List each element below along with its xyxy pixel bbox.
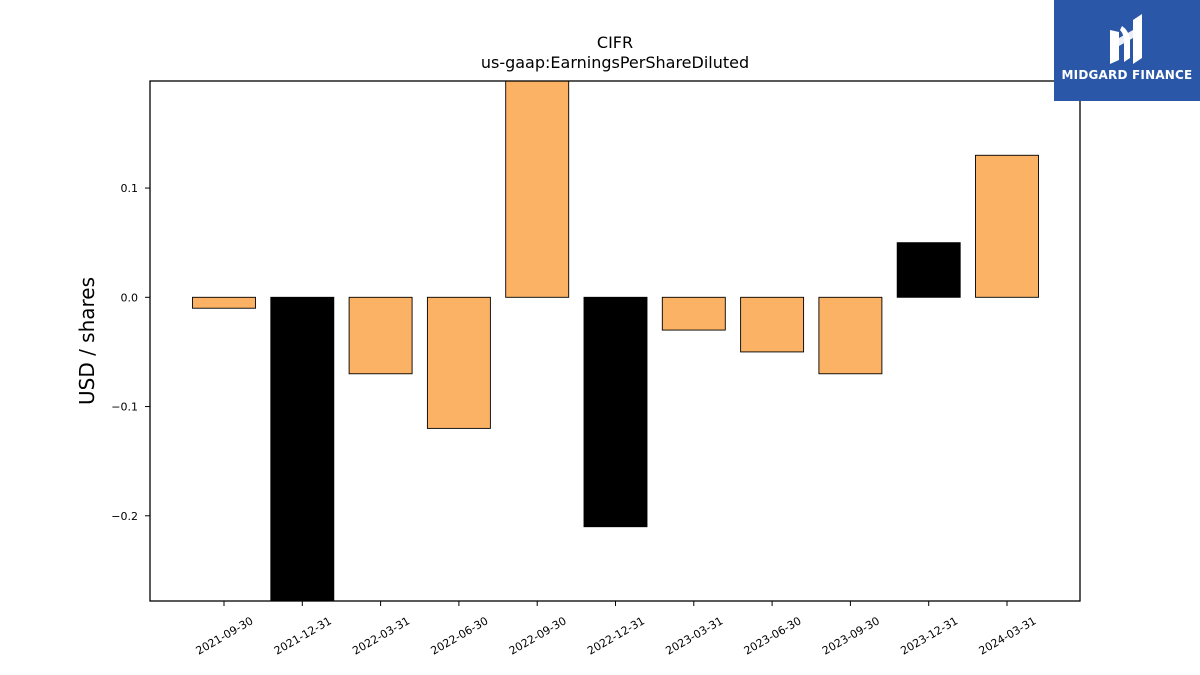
- x-tick-label: 2023-06-30: [742, 614, 804, 657]
- x-tick-label: 2022-03-31: [350, 614, 412, 657]
- chart-subtitle: us-gaap:EarningsPerShareDiluted: [481, 53, 749, 72]
- x-tick-label: 2021-12-31: [272, 614, 334, 657]
- y-tick-label: 0.0: [121, 291, 139, 304]
- brand-logo: MIDGARD FINANCE: [1054, 0, 1200, 101]
- x-axis: 2021-09-30 2021-12-31 2022-03-31 2022-06-30…: [194, 601, 1039, 658]
- x-tick-label: 2021-09-30: [194, 614, 256, 657]
- bar-2023-06-30: [740, 296, 805, 353]
- x-tick-label: 2023-12-31: [898, 614, 960, 657]
- bar-2022-12-31: [583, 296, 648, 528]
- x-tick-label: 2024-03-31: [977, 614, 1039, 657]
- y-axis-label: USD / shares: [75, 277, 99, 405]
- bar-2023-03-31: [661, 296, 726, 331]
- bar-2022-06-30: [426, 296, 491, 429]
- y-axis: −0.2 −0.1 0.0 0.1: [111, 182, 150, 523]
- x-tick-label: 2023-09-30: [820, 614, 882, 657]
- y-tick-label: 0.1: [121, 182, 139, 195]
- bar-2022-03-31: [348, 296, 413, 375]
- bar-2022-09-30: [505, 80, 570, 298]
- x-tick-label: 2022-09-30: [507, 614, 569, 657]
- brand-name: MIDGARD FINANCE: [1061, 68, 1193, 82]
- x-tick-label: 2022-12-31: [585, 614, 647, 657]
- bar-2023-12-31: [896, 242, 961, 298]
- bars-layer: [192, 80, 1039, 602]
- x-tick-label: 2023-03-31: [663, 614, 725, 657]
- x-tick-label: 2022-06-30: [429, 614, 491, 657]
- bar-2021-09-30: [192, 296, 256, 309]
- midgard-finance-logo-icon: [1110, 14, 1142, 64]
- y-tick-label: −0.2: [111, 510, 138, 523]
- bar-2024-03-31: [975, 154, 1039, 298]
- y-tick-label: −0.1: [111, 401, 138, 414]
- bar-2021-12-31: [270, 296, 335, 602]
- plot-frame: [149, 80, 1081, 602]
- chart-title: CIFR: [597, 33, 633, 52]
- bar-2023-09-30: [818, 296, 883, 375]
